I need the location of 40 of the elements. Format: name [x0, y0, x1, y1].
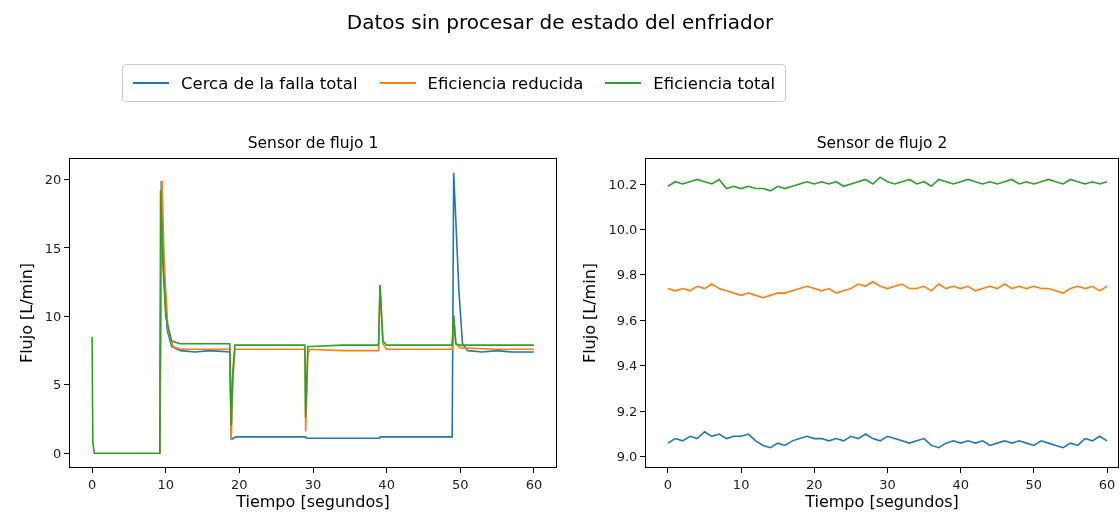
- y-tick-label: 15: [44, 240, 62, 256]
- y-tick-label: 9.0: [616, 449, 638, 465]
- x-tick-label: 20: [806, 476, 823, 492]
- x-tick-label: 0: [87, 476, 97, 492]
- x-tick-label: 40: [952, 476, 969, 492]
- x-tick-label: 30: [304, 476, 322, 492]
- x-axis-title: Tiempo [segundos]: [235, 491, 390, 511]
- x-tick-label: 60: [1098, 476, 1116, 492]
- x-tick-label: 20: [231, 476, 248, 492]
- x-tick-label: 10: [732, 476, 750, 492]
- x-tick-label: 10: [157, 476, 174, 492]
- line-series: [667, 176, 1108, 192]
- y-tick-label: 9.2: [616, 403, 638, 419]
- x-tick-label: 50: [1025, 476, 1043, 492]
- chart-title: Sensor de flujo 2: [816, 134, 948, 153]
- x-tick-label: 0: [663, 476, 673, 492]
- line-series: [667, 430, 1108, 449]
- legend-label: Eficiencia total: [653, 73, 776, 93]
- y-tick-label: 20: [44, 172, 62, 188]
- y-tick-label: 5: [53, 377, 62, 393]
- legend-label: Cerca de la falla total: [181, 73, 358, 93]
- y-tick-label: 0: [53, 445, 62, 461]
- y-axis-title: Flujo [L/min]: [16, 262, 36, 364]
- x-axis-title: Tiempo [segundos]: [804, 491, 959, 511]
- y-tick-label: 10.2: [608, 176, 638, 192]
- chart-title: Datos sin procesar de estado del enfriador: [345, 10, 775, 34]
- legend-label: Eficiencia reducida: [427, 73, 584, 93]
- x-tick-label: 40: [378, 476, 395, 492]
- y-tick-label: 10: [44, 308, 62, 324]
- x-tick-label: 60: [525, 476, 543, 492]
- y-axis-title: Flujo [L/min]: [580, 262, 600, 364]
- x-tick-label: 30: [879, 476, 896, 492]
- x-tick-label: 50: [452, 476, 469, 492]
- y-tick-label: 9.8: [616, 267, 638, 283]
- line-series: [91, 189, 535, 455]
- y-tick-label: 10.0: [608, 222, 638, 238]
- line-series: [667, 280, 1108, 299]
- y-tick-label: 9.4: [616, 358, 638, 374]
- y-tick-label: 9.6: [616, 312, 638, 328]
- chart-subtitle: Sensor de flujo 1: [247, 134, 379, 153]
